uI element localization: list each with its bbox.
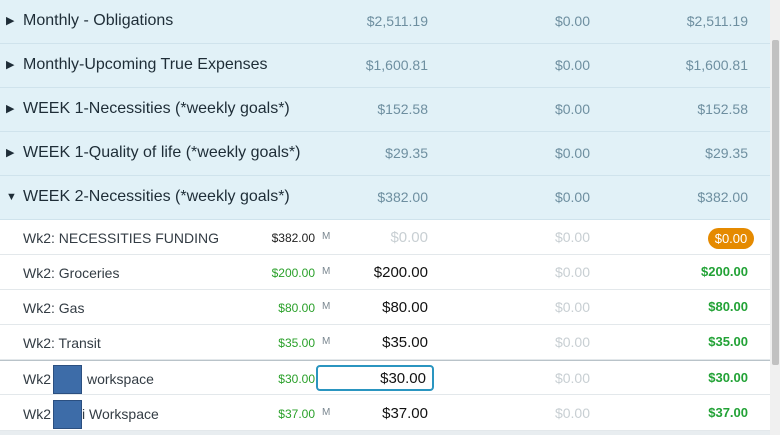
subcategory-name: Wk2: NECESSITIES FUNDING	[23, 230, 220, 246]
category-budgeted: $152.58	[377, 101, 428, 117]
budgeted-cell[interactable]: $80.00	[382, 299, 428, 316]
subcategory-name: Wk2: Groceries	[23, 265, 120, 281]
budgeted-cell[interactable]: $35.00	[382, 334, 428, 351]
category-activity: $0.00	[554, 189, 590, 205]
expand-toggle-icon[interactable]: ▶	[6, 15, 15, 27]
budgeted-cell[interactable]: $37.00	[382, 405, 428, 422]
subcategory-name-suffix: workspace	[87, 371, 154, 387]
subcategory-row-workspace[interactable]: Wk2 workspace $30.00 M $30.00 $0.00 $30.…	[0, 360, 770, 395]
category-budgeted: $1,600.81	[365, 57, 428, 73]
category-available: $29.35	[705, 145, 748, 161]
subcategory-name-suffix: i Workspace	[82, 406, 159, 422]
available-amount[interactable]: $80.00	[708, 299, 748, 314]
available-amount[interactable]: $37.00	[708, 405, 748, 420]
category-available: $1,600.81	[685, 57, 748, 73]
collapse-toggle-icon[interactable]: ▼	[6, 191, 17, 203]
category-row-week1-necessities[interactable]: ▶ WEEK 1-Necessities (*weekly goals*) $1…	[0, 88, 770, 132]
category-activity: $0.00	[554, 145, 590, 161]
category-name: WEEK 2-Necessities (*weekly goals*)	[23, 188, 290, 205]
expand-toggle-icon[interactable]: ▶	[6, 103, 15, 115]
category-budgeted: $2,511.19	[366, 13, 428, 29]
goal-type-badge: M	[322, 301, 331, 312]
budgeted-cell[interactable]: $200.00	[373, 264, 428, 281]
subcategory-name: Wk2: Transit	[23, 335, 101, 351]
category-row-week1-quality-of-life[interactable]: ▶ WEEK 1-Quality of life (*weekly goals*…	[0, 132, 770, 176]
goal-amount: $80.00	[278, 301, 315, 315]
activity-cell[interactable]: $0.00	[554, 264, 590, 280]
budgeted-cell[interactable]: $0.00	[390, 229, 428, 246]
subcategory-row-necessities-funding[interactable]: Wk2: NECESSITIES FUNDING $382.00 M $0.00…	[0, 220, 770, 255]
activity-cell[interactable]: $0.00	[554, 299, 590, 315]
goal-type-badge: M	[322, 407, 331, 418]
redacted-block	[53, 365, 82, 394]
goal-type-badge: M	[322, 231, 331, 242]
activity-cell[interactable]: $0.00	[554, 334, 590, 350]
category-name: WEEK 1-Necessities (*weekly goals*)	[23, 100, 290, 117]
category-name: Monthly - Obligations	[23, 12, 174, 29]
category-budgeted: $29.35	[385, 145, 428, 161]
category-available: $2,511.19	[686, 13, 748, 29]
category-budgeted: $382.00	[377, 189, 428, 205]
category-name: Monthly-Upcoming True Expenses	[23, 56, 268, 73]
expand-toggle-icon[interactable]: ▶	[6, 59, 15, 71]
goal-amount: $382.00	[271, 231, 315, 245]
budgeted-input[interactable]: $30.00	[316, 365, 434, 391]
category-activity: $0.00	[554, 13, 590, 29]
category-available: $382.00	[697, 189, 748, 205]
category-row-monthly-obligations[interactable]: ▶ Monthly - Obligations $2,511.19 $0.00 …	[0, 0, 770, 44]
redacted-block	[53, 400, 82, 429]
category-activity: $0.00	[554, 57, 590, 73]
subcategory-row-groceries[interactable]: Wk2: Groceries $200.00 M $200.00 $0.00 $…	[0, 255, 770, 290]
activity-cell[interactable]: $0.00	[554, 370, 590, 386]
available-amount[interactable]: $30.00	[708, 370, 748, 385]
budgeted-input-value[interactable]: $30.00	[380, 370, 426, 387]
subcategory-row-gas[interactable]: Wk2: Gas $80.00 M $80.00 $0.00 $80.00	[0, 290, 770, 325]
available-overspent-pill[interactable]: $0.00	[708, 228, 754, 249]
goal-amount: $200.00	[271, 266, 315, 280]
scrollbar-thumb[interactable]	[772, 40, 779, 365]
subcategory-name: Wk2: Gas	[23, 300, 85, 316]
goal-amount: $35.00	[278, 336, 315, 350]
category-activity: $0.00	[554, 101, 590, 117]
expand-toggle-icon[interactable]: ▶	[6, 147, 15, 159]
goal-type-badge: M	[322, 336, 331, 347]
category-row-upcoming-true-expenses[interactable]: ▶ Monthly-Upcoming True Expenses $1,600.…	[0, 44, 770, 88]
goal-amount: $30.00	[278, 372, 315, 386]
subcategory-name-prefix: Wk2	[23, 371, 51, 387]
category-row-week2-necessities[interactable]: ▼ WEEK 2-Necessities (*weekly goals*) $3…	[0, 176, 770, 220]
table-bottom-edge	[0, 431, 770, 435]
category-available: $152.58	[697, 101, 748, 117]
activity-cell[interactable]: $0.00	[554, 405, 590, 421]
goal-type-badge: M	[322, 266, 331, 277]
goal-amount: $37.00	[278, 407, 315, 421]
subcategory-row-i-workspace[interactable]: Wk2 i Workspace $37.00 M $37.00 $0.00 $3…	[0, 396, 770, 431]
category-name: WEEK 1-Quality of life (*weekly goals*)	[23, 144, 301, 161]
available-amount[interactable]: $35.00	[708, 334, 748, 349]
subcategory-name-prefix: Wk2	[23, 406, 51, 422]
activity-cell[interactable]: $0.00	[554, 229, 590, 245]
subcategory-row-transit[interactable]: Wk2: Transit $35.00 M $35.00 $0.00 $35.0…	[0, 325, 770, 360]
available-amount[interactable]: $200.00	[701, 264, 748, 279]
